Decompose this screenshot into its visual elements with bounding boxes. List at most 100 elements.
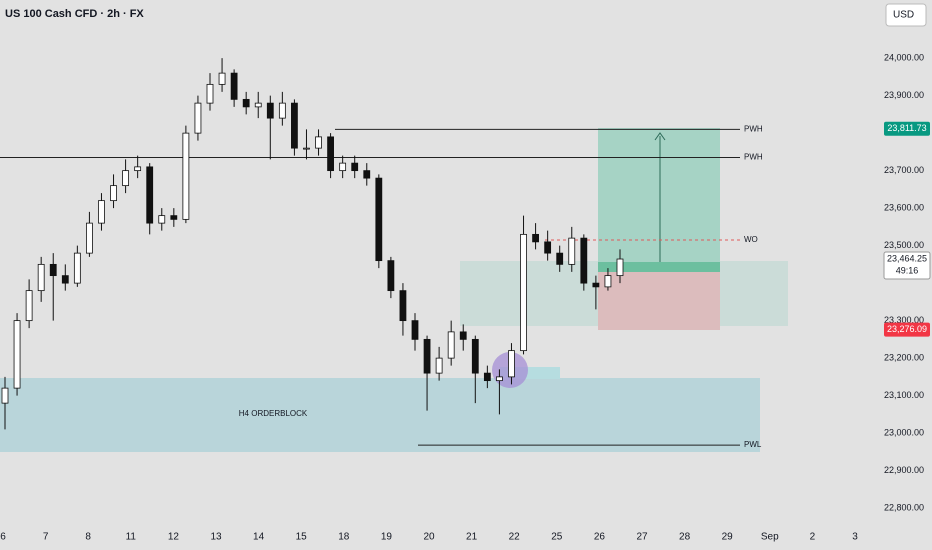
level-label: PWH <box>744 124 763 133</box>
candle-body <box>339 162 347 172</box>
price-badge <box>884 322 930 337</box>
y-tick-label: 22,900.00 <box>884 465 924 475</box>
x-tick-label: 3 <box>852 532 858 543</box>
level-label: PWL <box>744 440 762 449</box>
x-tick-label: 27 <box>636 532 648 543</box>
level-label: WO <box>744 235 758 244</box>
y-tick-label: 23,100.00 <box>884 390 924 400</box>
y-tick-label: 23,600.00 <box>884 203 924 213</box>
candle-body <box>134 166 142 172</box>
candle-body <box>315 136 322 149</box>
candle-body <box>218 72 226 85</box>
orderblock-zone <box>0 378 760 452</box>
candle-body <box>170 215 178 220</box>
candle-body <box>520 233 527 352</box>
x-tick-label: 18 <box>338 532 350 543</box>
chart-title: US 100 Cash CFD · 2h · FX <box>5 8 144 20</box>
x-tick-label: 13 <box>210 532 222 543</box>
candle-body <box>532 233 539 243</box>
price-badge-label: 23,811.73 <box>887 123 926 133</box>
candle-body <box>616 258 624 277</box>
y-tick-label: 23,900.00 <box>884 90 924 100</box>
candle-body <box>363 170 371 179</box>
candle-body <box>459 331 467 340</box>
candle-body <box>327 136 334 172</box>
x-tick-label: 11 <box>126 532 137 543</box>
candle-body <box>98 200 105 224</box>
candle-body <box>278 102 286 119</box>
x-tick-label: 25 <box>551 532 563 543</box>
x-tick-label: 2 <box>810 532 816 543</box>
y-tick-label: 23,300.00 <box>884 315 924 325</box>
entry-zone <box>598 262 720 272</box>
x-tick-label: 12 <box>168 532 180 543</box>
candle-body <box>508 350 515 378</box>
candle-body <box>122 170 129 187</box>
candle-body <box>423 338 431 374</box>
x-tick-label: 14 <box>253 532 265 543</box>
candle-body <box>375 177 383 262</box>
candle-body <box>399 290 407 322</box>
candle-body <box>556 252 564 265</box>
candle-body <box>580 237 588 284</box>
candle-body <box>435 357 443 374</box>
candle-body <box>206 83 214 104</box>
candle-body <box>25 290 33 322</box>
candle-body <box>266 102 274 119</box>
candle-body <box>13 320 21 389</box>
x-tick-label: 20 <box>423 532 435 543</box>
candle-body <box>86 222 93 254</box>
candle-body <box>483 372 491 382</box>
candle-body <box>230 72 238 100</box>
candle-body <box>49 263 57 277</box>
target-zone <box>598 128 720 262</box>
candle-body <box>447 331 455 359</box>
candle-body <box>387 260 395 292</box>
candle-body <box>254 102 262 108</box>
y-tick-label: 22,800.00 <box>884 503 924 513</box>
candle-body <box>592 282 600 288</box>
candle-body <box>351 162 359 172</box>
y-tick-label: 23,000.00 <box>884 428 924 438</box>
last-price-label: 23,464.25 <box>887 253 927 263</box>
price-badge <box>884 121 930 136</box>
x-tick-label: 15 <box>296 532 308 543</box>
candle-body <box>496 376 503 382</box>
y-tick-label: 23,700.00 <box>884 165 924 175</box>
x-tick-label: 28 <box>679 532 691 543</box>
x-tick-label: 22 <box>509 532 521 543</box>
candle-body <box>61 275 69 284</box>
y-tick-label: 23,500.00 <box>884 240 924 250</box>
candle-body <box>544 241 552 254</box>
candle-body <box>242 98 250 108</box>
x-tick-label: 29 <box>722 532 734 543</box>
candle-body <box>158 215 166 224</box>
candle-body <box>1 387 9 404</box>
x-tick-label: 6 <box>0 532 6 543</box>
currency-button[interactable] <box>885 3 927 27</box>
level-label: PWH <box>744 153 763 162</box>
x-tick-label: 8 <box>85 532 91 543</box>
x-tick-label: Sep <box>761 532 779 543</box>
countdown: 49:16 <box>896 265 919 275</box>
last-price-box <box>883 251 931 280</box>
zone-label: H4 ORDERBLOCK <box>239 409 308 418</box>
price-badge-label: 23,276.09 <box>887 324 927 334</box>
candle-body <box>146 166 154 224</box>
candle-body <box>182 132 190 220</box>
y-tick-label: 23,200.00 <box>884 353 924 363</box>
candle-body <box>73 252 81 284</box>
y-tick-label: 24,000.00 <box>884 53 924 63</box>
stop-zone <box>598 272 720 330</box>
candle-body <box>604 275 612 288</box>
arrow-head <box>654 132 666 141</box>
candle-body <box>291 102 298 149</box>
candle-body <box>37 263 45 292</box>
candle-body <box>194 102 202 134</box>
candle-body <box>568 237 576 265</box>
candle-body <box>110 185 117 202</box>
x-tick-label: 19 <box>381 532 393 543</box>
x-tick-label: 21 <box>466 532 478 543</box>
